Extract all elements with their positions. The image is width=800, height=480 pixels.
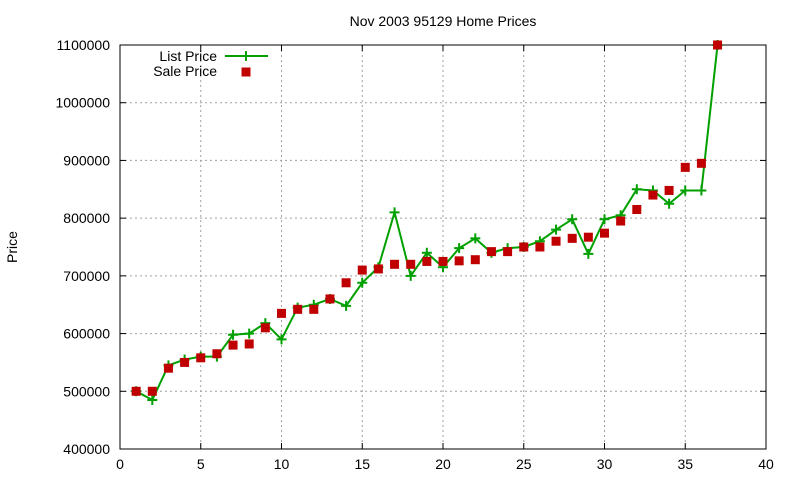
y-tick-label: 400000 — [63, 441, 110, 457]
sale-price-point — [357, 265, 367, 275]
sale-price-point — [503, 247, 513, 257]
sale-price-point — [632, 204, 642, 214]
series — [131, 40, 723, 405]
list-price-point — [405, 270, 416, 281]
list-price-point — [147, 394, 158, 405]
y-tick-label: 500000 — [63, 383, 110, 399]
sale-price-point — [277, 308, 286, 318]
y-tick-label: 1100000 — [57, 37, 111, 53]
sale-price-point — [325, 294, 335, 304]
sale-price-point — [244, 339, 254, 349]
sale-price-point — [680, 162, 690, 172]
x-tick-label: 20 — [435, 456, 451, 472]
list-price-point — [421, 247, 432, 258]
list-price-line — [135, 44, 719, 402]
y-tick-label: 800000 — [63, 210, 110, 226]
sale-price-point — [212, 349, 222, 359]
list-price-point — [389, 207, 400, 218]
sale-price-point — [422, 256, 432, 266]
sale-price-point — [309, 304, 319, 314]
legend: List Price Sale Price — [153, 48, 268, 79]
sale-price-point — [567, 233, 577, 243]
legend-marker-list-price — [241, 51, 251, 61]
axis-ticks: 400000 500000 600000 700000 800000 900000 1000… — [55, 37, 774, 472]
sale-price-point — [131, 386, 141, 396]
x-tick-label: 5 — [197, 456, 205, 472]
list-price-point — [276, 334, 287, 345]
sale-price-point — [390, 259, 400, 269]
list-price-point — [470, 233, 481, 244]
x-tick-label: 0 — [116, 456, 124, 472]
x-tick-label: 35 — [677, 456, 693, 472]
sale-price-point — [163, 363, 173, 373]
grid — [120, 45, 766, 449]
x-tick-label: 30 — [597, 456, 613, 472]
list-price-point — [664, 198, 675, 209]
sale-price-point — [713, 40, 723, 50]
legend-label-list-price: List Price — [159, 48, 217, 64]
x-tick-label: 25 — [516, 456, 532, 472]
sale-price-point — [196, 353, 206, 363]
x-tick-label: 40 — [758, 456, 774, 472]
sale-price-point — [664, 185, 674, 195]
sale-price-point — [438, 256, 448, 266]
list-price-point — [357, 277, 368, 288]
list-price-point — [696, 185, 707, 196]
list-price-point — [454, 243, 465, 254]
y-tick-label: 1000000 — [55, 95, 110, 111]
series-sale-price — [131, 40, 723, 396]
sale-price-point — [583, 232, 593, 242]
sale-price-point — [147, 386, 157, 396]
sale-price-point — [696, 158, 706, 168]
sale-price-point — [519, 242, 529, 252]
list-price-point — [567, 214, 578, 225]
legend-marker-sale-price — [241, 67, 251, 77]
sale-price-point — [486, 247, 496, 257]
sale-price-point — [600, 228, 609, 238]
list-price-point — [341, 300, 352, 311]
y-tick-label: 900000 — [63, 152, 110, 168]
sale-price-point — [616, 216, 626, 226]
list-price-point — [631, 184, 642, 195]
sale-price-point — [373, 264, 383, 274]
sale-price-point — [406, 259, 416, 269]
chart-title: Nov 2003 95129 Home Prices — [350, 13, 537, 29]
sale-price-point — [535, 242, 545, 252]
y-axis-title: Price — [4, 231, 20, 263]
list-price-point — [551, 224, 562, 235]
sale-price-point — [551, 236, 561, 246]
list-price-point — [583, 248, 594, 259]
y-tick-label: 700000 — [63, 268, 110, 284]
sale-price-point — [293, 304, 303, 314]
legend-swatches — [225, 51, 268, 77]
sale-price-point — [648, 190, 658, 200]
list-price-point — [244, 328, 255, 339]
sale-price-point — [470, 255, 480, 265]
sale-price-point — [341, 278, 351, 288]
list-price-point — [599, 214, 610, 225]
x-tick-label: 10 — [274, 456, 290, 472]
sale-price-point — [228, 340, 238, 350]
legend-label-sale-price: Sale Price — [153, 63, 217, 79]
x-tick-label: 15 — [354, 456, 370, 472]
sale-price-point — [260, 323, 270, 333]
list-price-point — [228, 329, 239, 340]
sale-price-point — [180, 357, 190, 367]
sale-price-point — [454, 256, 464, 266]
y-tick-label: 600000 — [63, 326, 110, 342]
list-price-point — [680, 185, 691, 196]
